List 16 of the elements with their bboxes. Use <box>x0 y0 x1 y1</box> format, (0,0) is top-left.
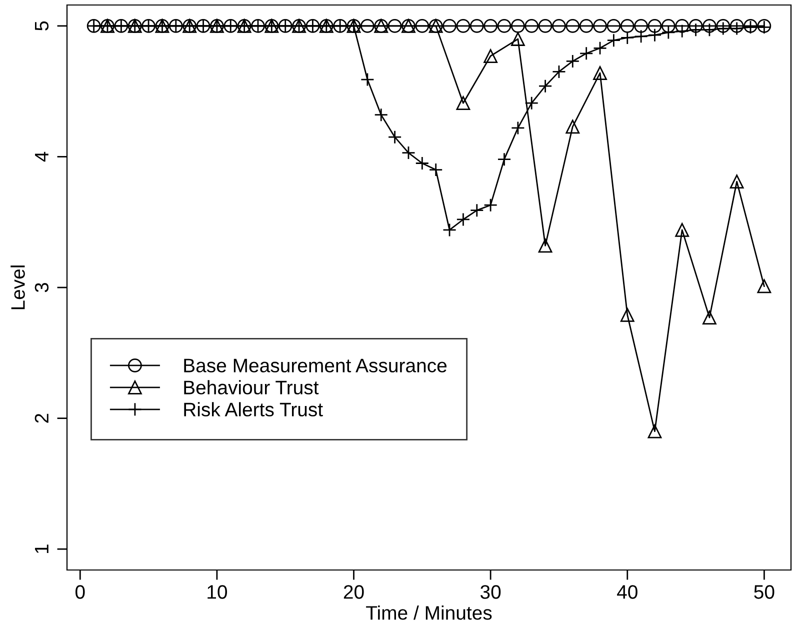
x-tick-label: 20 <box>344 585 364 599</box>
y-tick-label: 5 <box>35 21 49 31</box>
x-tick-label: 10 <box>208 585 227 599</box>
x-axis-title: Time / Minutes <box>366 605 492 620</box>
y-tick-label: 4 <box>35 152 48 162</box>
x-tick-label: 30 <box>480 585 501 599</box>
x-tick-label: 50 <box>754 585 774 599</box>
y-tick-label: 1 <box>35 544 48 553</box>
legend-label: Behaviour Trust <box>184 380 319 394</box>
legend-label: Risk Alerts Trust <box>184 402 323 416</box>
x-tick-label: 40 <box>617 585 638 599</box>
y-tick-label: 2 <box>34 414 48 423</box>
y-tick-label: 3 <box>34 282 49 292</box>
legend-label: Base Measurement Assurance <box>184 358 447 372</box>
x-tick-label: 0 <box>75 585 85 599</box>
y-axis-title: Level <box>10 266 25 310</box>
